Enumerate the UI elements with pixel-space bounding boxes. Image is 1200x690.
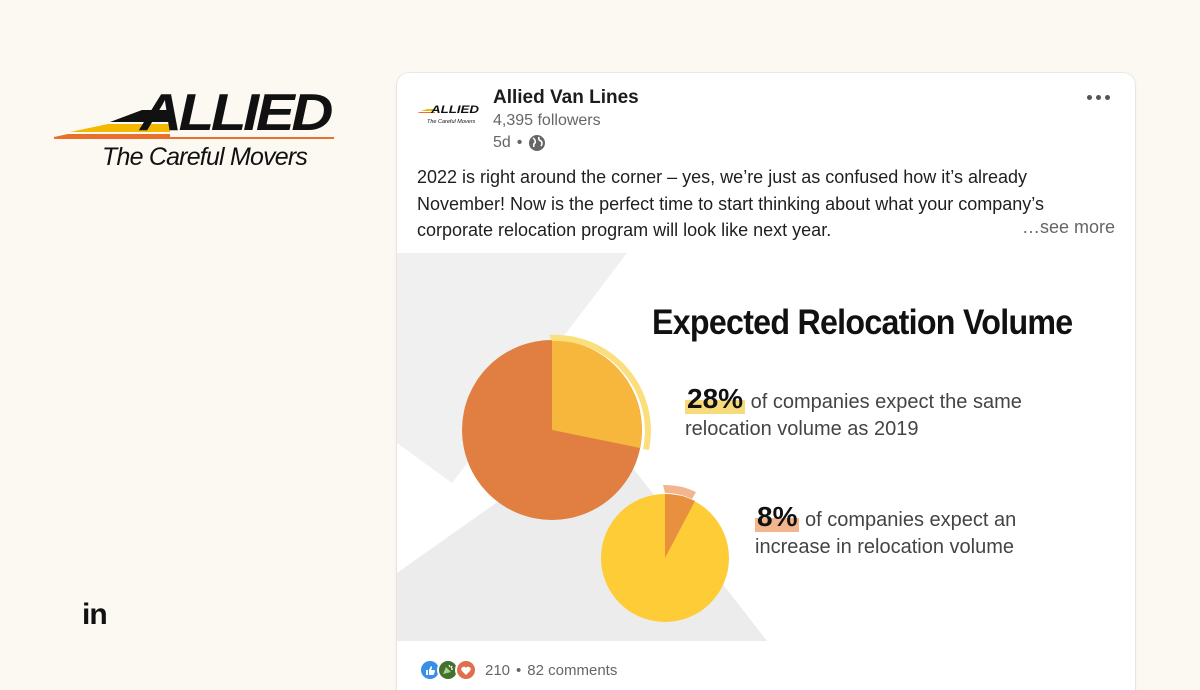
author-logo-tagline: The Careful Movers xyxy=(427,119,476,125)
like-icon xyxy=(419,659,441,681)
love-icon xyxy=(455,659,477,681)
more-dot xyxy=(1104,94,1110,100)
infographic-title: Expected Relocation Volume xyxy=(652,303,1073,342)
pie-slice-8-outline xyxy=(663,484,696,499)
pie-slice-28 xyxy=(552,340,642,448)
pie-slice-8 xyxy=(665,493,695,558)
globe-icon xyxy=(528,134,546,152)
allied-wordmark: ALLIED xyxy=(138,84,333,142)
stat-text-line1: of companies expect an xyxy=(805,509,1017,531)
post-text: 2022 is right around the corner – yes, w… xyxy=(417,167,1044,240)
reaction-count[interactable]: 210 xyxy=(485,661,511,679)
reactions-bar[interactable]: 210 • 82 comments xyxy=(419,658,617,682)
brand-tagline: The Careful Movers xyxy=(102,143,308,171)
allied-logo: ALLIED xyxy=(50,80,340,175)
author-logo[interactable]: ALLIED The Careful Movers xyxy=(417,103,483,131)
linkedin-icon[interactable]: in xyxy=(82,598,108,631)
post-age: 5d xyxy=(493,134,511,151)
author-name[interactable]: Allied Van Lines xyxy=(493,87,639,108)
post-infographic[interactable]: Expected Relocation Volume 28% of compan… xyxy=(397,253,1135,641)
post-meta: 5d • xyxy=(493,133,546,153)
comment-count[interactable]: 82 comments xyxy=(527,661,618,679)
more-dot xyxy=(1095,94,1101,100)
stat-text-line2: relocation volume as 2019 xyxy=(685,418,919,440)
stat-percent: 28% xyxy=(685,383,746,414)
stat-text-line2: increase in relocation volume xyxy=(755,536,1015,558)
author-followers: 4,395 followers xyxy=(493,112,601,129)
infographic-graphics xyxy=(397,253,767,641)
stat-text-line1: of companies expect the same xyxy=(750,391,1022,413)
stat-percent: 8% xyxy=(755,501,800,532)
more-options-icon xyxy=(1086,94,1092,100)
author-logo-wordmark: ALLIED xyxy=(430,104,479,116)
meta-separator: • xyxy=(516,134,523,151)
post-card: ALLIED The Careful Movers Allied Van Lin… xyxy=(397,73,1135,690)
more-options-button[interactable] xyxy=(1081,87,1115,107)
stat-same-volume: 28% of companies expect the same relocat… xyxy=(685,383,1022,443)
reactions-separator: • xyxy=(516,661,522,679)
stat-increase-volume: 8% of companies expect an increase in re… xyxy=(755,501,1017,561)
see-more-link[interactable]: …see more xyxy=(1015,217,1115,238)
